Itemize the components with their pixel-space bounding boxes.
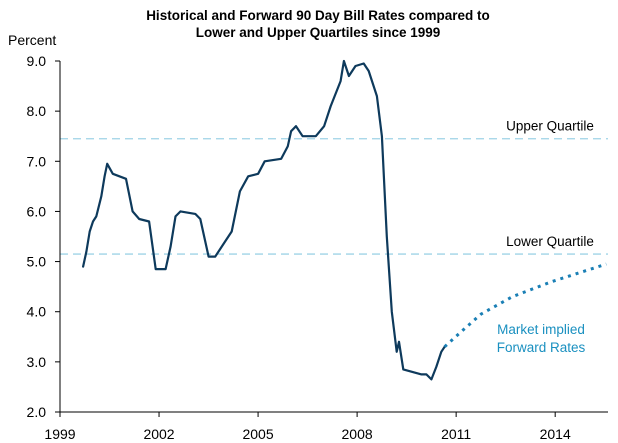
y-tick-label: 7.0	[27, 153, 47, 169]
x-tick-label: 2011	[441, 426, 471, 442]
chart-title: Historical and Forward 90 Day Bill Rates…	[146, 8, 490, 23]
series-line	[443, 262, 607, 348]
y-tick-label: 5.0	[27, 254, 47, 270]
y-axis-label: Percent	[8, 32, 56, 48]
x-tick-label: 2005	[242, 426, 273, 442]
reference-label: Lower Quartile	[506, 234, 594, 249]
annotation: Forward Rates	[497, 340, 586, 355]
chart-title: Lower and Upper Quartiles since 1999	[196, 25, 441, 40]
y-tick-label: 8.0	[27, 103, 47, 119]
y-tick-label: 9.0	[27, 53, 47, 69]
y-tick-label: 3.0	[27, 354, 47, 370]
x-tick-label: 1999	[44, 426, 75, 442]
series-line	[82, 59, 446, 381]
annotation: Market implied	[497, 322, 585, 337]
y-tick-label: 2.0	[27, 404, 47, 420]
y-tick-label: 4.0	[27, 304, 47, 320]
x-tick-label: 2008	[342, 426, 373, 442]
x-tick-label: 2014	[540, 426, 571, 442]
y-tick-label: 6.0	[27, 203, 47, 219]
reference-label: Upper Quartile	[506, 119, 594, 134]
x-tick-label: 2002	[143, 426, 174, 442]
